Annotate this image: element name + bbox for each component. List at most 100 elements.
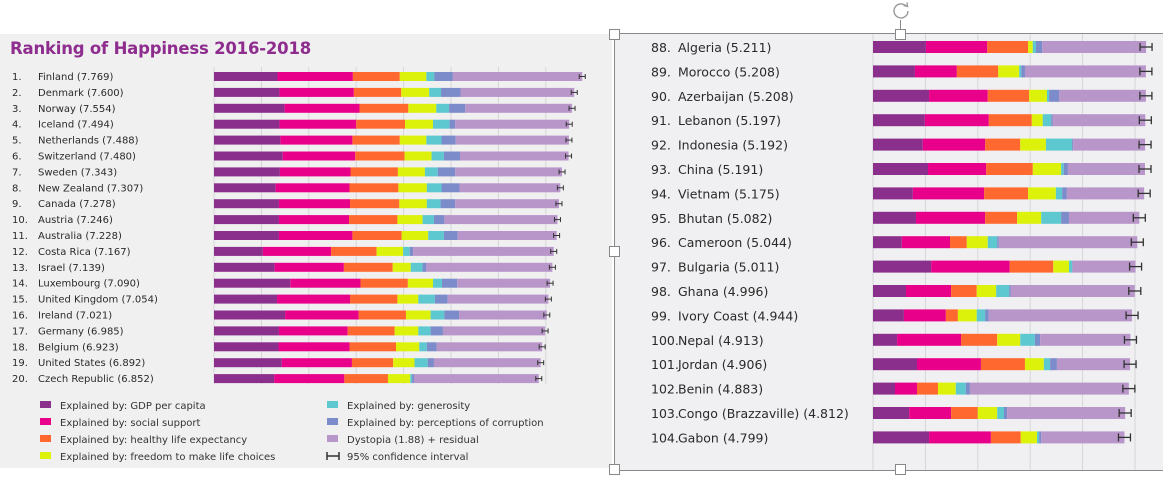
bar-segment-corruption xyxy=(434,72,453,81)
bar-segment-freedom xyxy=(397,294,419,304)
bar-segment-gdp xyxy=(873,260,932,273)
bar-segment-corruption xyxy=(1021,65,1025,78)
resize-handle-top-left[interactable] xyxy=(609,29,620,40)
resize-handle-bottom-left[interactable] xyxy=(609,464,620,475)
bar-segment-life-expectancy xyxy=(344,374,388,384)
bar-segment-life-expectancy xyxy=(985,138,1021,151)
legend-swatch xyxy=(327,401,338,408)
confidence-interval xyxy=(1125,311,1139,320)
bar-segment-life-expectancy xyxy=(352,72,400,81)
bar-segment-corruption xyxy=(1034,333,1041,346)
bar-segment-corruption xyxy=(985,309,989,322)
bar-segment-life-expectancy xyxy=(988,114,1032,127)
bar-segment-gdp xyxy=(873,138,923,151)
bar-segment-generosity xyxy=(422,215,434,225)
confidence-interval xyxy=(556,185,564,191)
bar-segment-dystopia-residual xyxy=(1052,114,1146,127)
country-label: Indonesia (5.192) xyxy=(678,138,788,153)
confidence-interval xyxy=(568,105,576,111)
bar-segment-freedom xyxy=(393,358,415,368)
bar-segment-gdp xyxy=(214,326,279,336)
confidence-interval xyxy=(570,89,578,95)
rank-label: 18. xyxy=(12,342,28,353)
country-label: China (5.191) xyxy=(678,162,763,177)
bar-segment-gdp xyxy=(214,374,275,384)
bar-segment-social-support xyxy=(285,310,359,320)
bar-segment-dystopia-residual xyxy=(998,236,1138,249)
confidence-interval xyxy=(1137,189,1151,198)
resize-handle-middle-left[interactable] xyxy=(609,246,620,257)
bar-segment-dystopia-residual xyxy=(1072,260,1136,273)
confidence-interval xyxy=(1128,262,1143,271)
rank-label: 13. xyxy=(12,263,28,274)
bar-segment-dystopia-residual xyxy=(1042,41,1147,53)
bar-segment-corruption xyxy=(440,199,456,209)
chart-title: Ranking of Happiness 2016-2018 xyxy=(10,39,312,58)
bar-segment-corruption xyxy=(1072,260,1073,273)
bar-segment-gdp xyxy=(873,358,918,371)
bar-segment-generosity xyxy=(1020,333,1035,346)
bar-segment-freedom xyxy=(398,183,427,193)
bar-segment-corruption xyxy=(412,374,415,384)
bar-segment-dystopia-residual xyxy=(414,374,539,384)
bar-segment-freedom xyxy=(392,262,411,272)
bar-segment-dystopia-residual xyxy=(1041,431,1125,444)
bar-segment-corruption xyxy=(1009,285,1011,297)
left-chart-panel: Ranking of Happiness 2016-2018 1. Finland… xyxy=(0,34,612,468)
bar-segment-corruption xyxy=(444,310,460,320)
bar-segment-dystopia-residual xyxy=(426,262,553,272)
country-label: Ghana (4.996) xyxy=(678,284,768,299)
bar-segment-corruption xyxy=(422,262,427,272)
rank-label: 19. xyxy=(12,358,28,369)
bar-segment-corruption xyxy=(1004,407,1008,419)
bar-segment-life-expectancy xyxy=(352,231,402,240)
bar-segment-social-support xyxy=(281,358,352,368)
bar-segment-corruption xyxy=(441,183,460,193)
bar-segment-dystopia-residual xyxy=(1007,407,1126,419)
legend-swatch xyxy=(40,435,51,442)
bar-segment-dystopia-residual xyxy=(444,215,558,225)
bar-segment-corruption xyxy=(1061,211,1069,224)
bar-segment-generosity xyxy=(1046,89,1050,102)
rank-label: 89. xyxy=(651,64,671,79)
bar-segment-dystopia-residual xyxy=(459,310,547,320)
bar-segment-generosity xyxy=(955,382,966,395)
bar-segment-social-support xyxy=(277,294,351,304)
bar-segment-corruption xyxy=(443,151,461,161)
bar-segment-corruption xyxy=(1062,187,1067,200)
bar-segment-social-support xyxy=(915,211,986,224)
bar-segment-life-expectancy xyxy=(956,65,999,78)
bar-segment-freedom xyxy=(1053,260,1069,273)
bar-segment-freedom xyxy=(404,151,432,161)
resize-handle-bottom-middle[interactable] xyxy=(895,464,906,475)
bar-segment-gdp xyxy=(214,246,263,256)
country-label: New Zealand (7.307) xyxy=(38,183,143,194)
resize-handle-top-middle[interactable] xyxy=(895,29,906,40)
country-label: Azerbaijan (5.208) xyxy=(678,89,794,104)
bar-segment-freedom xyxy=(394,326,419,336)
country-label: Algeria (5.211) xyxy=(678,40,771,55)
bar-segment-corruption xyxy=(433,215,445,225)
country-label: Benin (4.883) xyxy=(678,382,763,397)
bar-segment-freedom xyxy=(399,135,427,145)
bar-segment-life-expectancy xyxy=(990,431,1021,444)
right-chart-panel[interactable]: 88. Algeria (5.211) 89. Morocco (5.208) 90. A… xyxy=(614,33,1163,471)
bar-segment-gdp xyxy=(214,215,279,225)
bar-segment-life-expectancy xyxy=(331,246,377,256)
legend-item: Explained by: generosity xyxy=(327,401,470,412)
bar-segment-gdp xyxy=(214,310,286,320)
country-label: Canada (7.278) xyxy=(38,199,116,210)
country-label: Sweden (7.343) xyxy=(38,167,117,178)
country-label: Czech Republic (6.852) xyxy=(38,374,154,385)
bar-segment-gdp xyxy=(873,407,910,419)
bar-segment-corruption xyxy=(1072,138,1074,151)
legend-swatch xyxy=(40,418,51,425)
bar-segment-freedom xyxy=(966,236,988,249)
bar-segment-life-expectancy xyxy=(359,103,409,113)
rotate-icon[interactable] xyxy=(890,0,912,22)
bar-segment-gdp xyxy=(873,114,925,127)
rank-label: 4. xyxy=(12,120,22,131)
confidence-interval xyxy=(1139,91,1153,100)
legend-item: Dystopia (1.88) + residual xyxy=(327,435,479,446)
bar-segment-gdp xyxy=(214,119,280,129)
